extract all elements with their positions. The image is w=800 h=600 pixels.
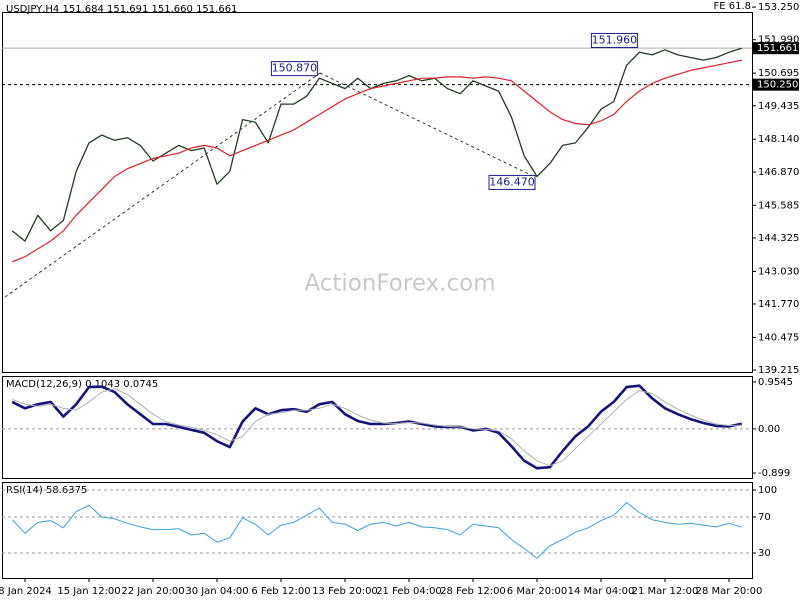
y-tick-label: 145.585 bbox=[758, 200, 799, 211]
annotation-label: 146.470 bbox=[489, 175, 535, 188]
series-line bbox=[11, 47, 742, 242]
annotation-box bbox=[488, 174, 536, 190]
y-tick-label: 141.770 bbox=[758, 299, 799, 310]
y-tick-label: 153.250 bbox=[758, 2, 799, 13]
y-tick-label: -0.899 bbox=[758, 468, 790, 479]
x-tick-label: 21 Mar 12:00 bbox=[632, 586, 699, 597]
y-tick-label: 0.00 bbox=[758, 424, 780, 435]
y-tick-label: 70 bbox=[758, 512, 771, 523]
series-line bbox=[11, 502, 742, 559]
x-tick-label: 6 Feb 12:00 bbox=[251, 586, 310, 597]
x-tick-label: 28 Mar 20:00 bbox=[696, 586, 763, 597]
level-tag bbox=[753, 42, 799, 55]
annotation-box bbox=[590, 32, 638, 48]
y-tick-label: 146.870 bbox=[758, 167, 799, 178]
x-tick-label: 22 Jan 20:00 bbox=[121, 586, 184, 597]
y-tick-label: 144.325 bbox=[758, 233, 799, 244]
chart-title: USDJPY,H4 151.684 151.691 151.660 151.66… bbox=[6, 4, 237, 15]
fibo-line bbox=[319, 72, 536, 178]
y-tick-label: 143.030 bbox=[758, 266, 799, 277]
annotation-box bbox=[270, 61, 318, 77]
y-tick-label: 100 bbox=[758, 485, 777, 496]
x-tick-label: 28 Feb 12:00 bbox=[440, 586, 506, 597]
series-line bbox=[11, 59, 742, 263]
y-tick-label: 150.695 bbox=[758, 68, 799, 79]
level-tag bbox=[753, 78, 799, 91]
y-tick-label: 149.435 bbox=[758, 101, 799, 112]
x-tick-label: 14 Mar 04:00 bbox=[568, 586, 635, 597]
macd-title: MACD(12,26,9) 0.1043 0.0745 bbox=[6, 379, 158, 390]
x-tick-label: 6 Mar 20:00 bbox=[507, 586, 567, 597]
fibo-line bbox=[4, 72, 321, 298]
level-label: 150.250 bbox=[757, 80, 798, 91]
x-tick-label: 15 Jan 12:00 bbox=[57, 586, 120, 597]
x-tick-label: 21 Feb 04:00 bbox=[376, 586, 442, 597]
annotation-label: 151.960 bbox=[592, 33, 638, 46]
watermark: ActionForex.com bbox=[304, 271, 495, 297]
macd-panel bbox=[2, 376, 753, 479]
fibo-label: FE 61.8 bbox=[713, 1, 751, 12]
y-tick-label: 0.9545 bbox=[758, 377, 793, 388]
level-label: 151.661 bbox=[757, 43, 798, 54]
y-tick-label: 139.215 bbox=[758, 365, 799, 376]
y-tick-label: 140.475 bbox=[758, 332, 799, 343]
series-line bbox=[11, 384, 743, 470]
price-panel bbox=[2, 12, 753, 373]
y-tick-label: 30 bbox=[758, 548, 771, 559]
series-line bbox=[12, 388, 742, 467]
annotation-label: 150.870 bbox=[272, 62, 318, 75]
y-tick-label: 151.990 bbox=[758, 35, 799, 46]
rsi-panel bbox=[2, 482, 753, 579]
x-tick-label: 8 Jan 2024 bbox=[0, 586, 52, 597]
x-tick-label: 13 Feb 20:00 bbox=[312, 586, 378, 597]
y-tick-label: 148.140 bbox=[758, 134, 799, 145]
x-tick-label: 30 Jan 04:00 bbox=[185, 586, 248, 597]
